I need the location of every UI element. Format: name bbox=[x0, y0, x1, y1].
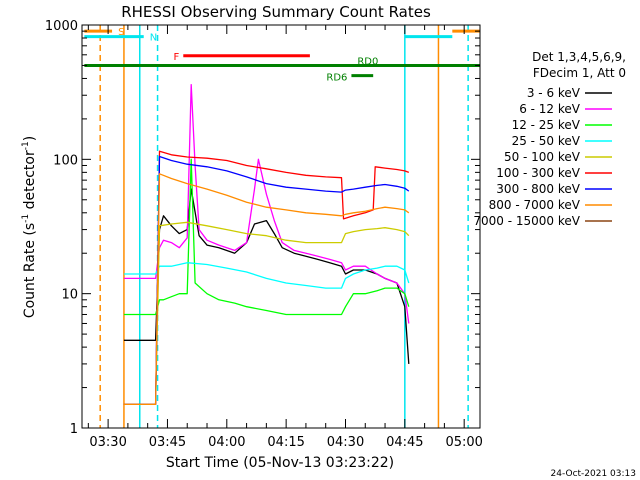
render-timestamp: 24-Oct-2021 03:13 bbox=[551, 469, 636, 479]
flag-label-n: N bbox=[150, 33, 157, 44]
y-tick-label: 10 bbox=[61, 288, 78, 303]
flag-label-s: S bbox=[118, 27, 124, 38]
series-lines bbox=[123, 83, 410, 405]
legend-entry-label: 25 - 50 keV bbox=[512, 134, 581, 148]
y-tick-label: 100 bbox=[53, 153, 78, 168]
y-axis-title-sup2: -1 bbox=[21, 141, 31, 150]
x-tick-label: 03:30 bbox=[89, 435, 126, 450]
x-tick-label: 05:00 bbox=[445, 435, 482, 450]
y-axis-title-main: Count Rate (s bbox=[22, 223, 38, 318]
y-axis-title: Count Rate (s-1 detector-1) bbox=[21, 136, 38, 318]
flag-label-f: F bbox=[174, 52, 180, 63]
x-tick-label: 03:45 bbox=[149, 435, 186, 450]
x-tick-label: 04:15 bbox=[267, 435, 304, 450]
y-axis-title-sup: -1 bbox=[21, 214, 31, 223]
plot-area: S N F RD0 RD6 bbox=[84, 25, 480, 428]
y-axis-title-tail: detector bbox=[22, 150, 38, 214]
plot-frame bbox=[81, 24, 481, 429]
series-line-2 bbox=[123, 158, 410, 316]
y-tick-label: 1 bbox=[70, 422, 78, 437]
vertical-marker-lines bbox=[99, 25, 469, 428]
legend-header-line-2: FDecim 1, Att 0 bbox=[533, 66, 626, 80]
series-line-1 bbox=[123, 83, 410, 324]
y-axis-title-close: ) bbox=[22, 136, 38, 141]
series-line-7 bbox=[123, 173, 410, 405]
x-axis: 03:30 03:45 04:00 04:15 04:30 04:45 05:00 bbox=[87, 25, 483, 450]
chart-title: RHESSI Observing Summary Count Rates bbox=[121, 3, 431, 21]
legend-entries: 3 - 6 keV 6 - 12 keV 12 - 25 keV 25 - 50 ke… bbox=[473, 86, 612, 228]
legend-entry-label: 7000 - 15000 keV bbox=[473, 214, 580, 228]
x-tick-label: 04:30 bbox=[327, 435, 364, 450]
y-axis: 1 10 100 1000 bbox=[45, 19, 480, 437]
legend-entry-label: 50 - 100 keV bbox=[504, 150, 581, 164]
legend-entry-label: 100 - 300 keV bbox=[496, 166, 580, 180]
flag-label-rd6: RD6 bbox=[326, 73, 347, 84]
flag-label-rd0: RD0 bbox=[357, 56, 378, 67]
x-tick-label: 04:45 bbox=[386, 435, 423, 450]
legend-header-line-1: Det 1,3,4,5,6,9, bbox=[532, 50, 626, 64]
x-axis-title: Start Time (05-Nov-13 03:23:22) bbox=[166, 455, 394, 471]
legend-entry-label: 12 - 25 keV bbox=[512, 118, 581, 132]
legend: Det 1,3,4,5,6,9, FDecim 1, Att 0 3 - 6 k… bbox=[473, 50, 626, 228]
legend-entry-label: 3 - 6 keV bbox=[527, 86, 581, 100]
flag-bars: S N F RD0 RD6 bbox=[84, 27, 480, 84]
y-tick-label: 1000 bbox=[45, 19, 78, 34]
x-tick-label: 04:00 bbox=[208, 435, 245, 450]
legend-entry-label: 800 - 7000 keV bbox=[489, 198, 581, 212]
legend-entry-label: 300 - 800 keV bbox=[496, 182, 580, 196]
legend-entry-label: 6 - 12 keV bbox=[519, 102, 581, 116]
